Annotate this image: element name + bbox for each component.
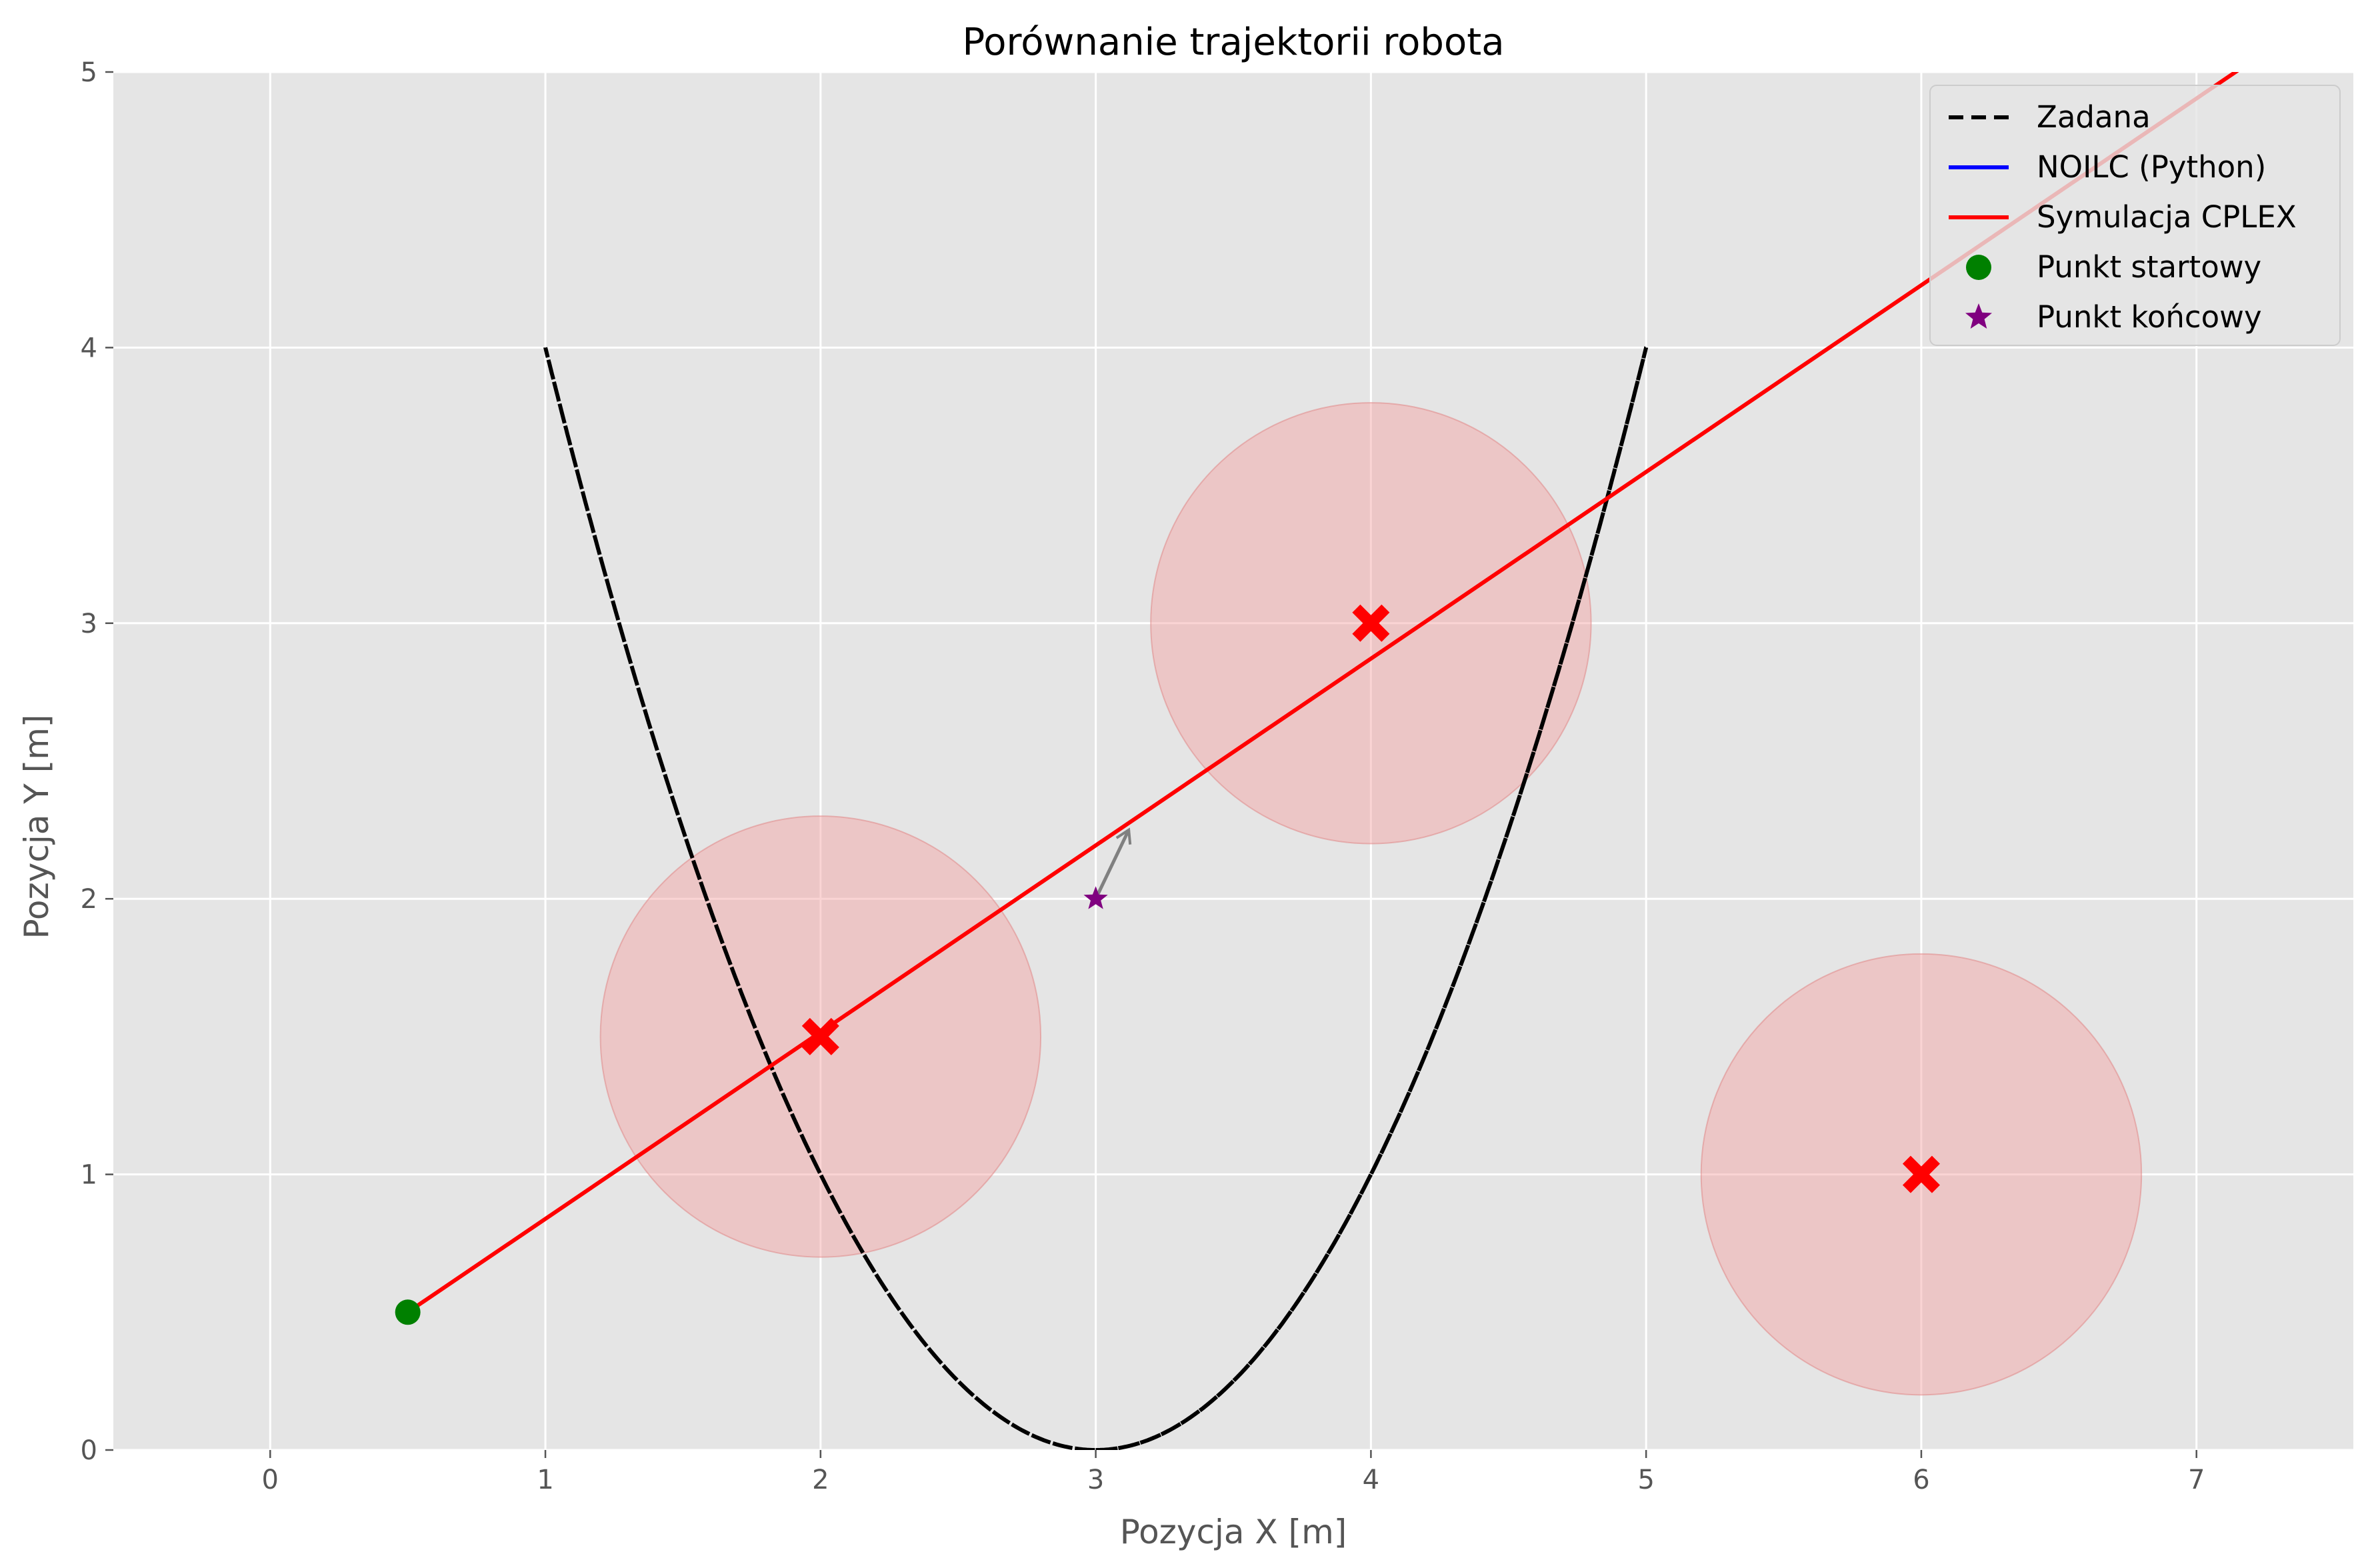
chart-title: Porównanie trajektorii robota (962, 21, 1504, 64)
legend-label: Symulacja CPLEX (2037, 199, 2297, 235)
markers (395, 604, 1940, 1325)
x-axis-label: Pozycja X [m] (1120, 1513, 1347, 1551)
obstacle-center-marker (1352, 604, 1390, 642)
x-tick-label: 3 (1087, 1465, 1104, 1495)
start-point-marker (395, 1299, 421, 1325)
y-tick-label: 1 (81, 1160, 97, 1191)
y-axis-label: Pozycja Y [m] (17, 715, 56, 939)
y-tick-label: 2 (81, 884, 97, 915)
x-tick-label: 2 (812, 1465, 829, 1495)
x-tick-label: 6 (1913, 1465, 1929, 1495)
legend-label: Zadana (2037, 99, 2151, 135)
end-point-marker (1083, 886, 1108, 909)
tick-labels: 0 1 2 3 4 5 6 7 0 1 2 3 4 5 (81, 57, 2205, 1495)
obstacle-center-marker (1902, 1155, 1940, 1193)
legend-label: Punkt końcowy (2037, 299, 2262, 335)
obstacle-center-marker (801, 1017, 839, 1055)
y-tick-label: 4 (81, 333, 97, 363)
legend-box (1929, 85, 2341, 346)
series-line-zadana (543, 346, 1649, 1450)
x-tick-label: 0 (262, 1465, 279, 1495)
x-tick-label: 7 (2188, 1465, 2205, 1495)
legend-swatch-circle (1966, 255, 1991, 280)
legend: Zadana NOILC (Python) Symulacja CPLEX Punkt… (1929, 85, 2341, 346)
legend-swatch-star (1965, 303, 1992, 329)
legend-label: NOILC (Python) (2037, 149, 2266, 185)
y-tick-label: 3 (81, 609, 97, 639)
x-tick-label: 1 (537, 1465, 553, 1495)
heading-arrow (1094, 829, 1131, 900)
legend-label: Punkt startowy (2037, 249, 2261, 285)
y-tick-label: 0 (81, 1435, 97, 1466)
x-tick-label: 4 (1363, 1465, 1379, 1495)
x-tick-label: 5 (1637, 1465, 1654, 1495)
heading-arrow-head (1115, 827, 1132, 845)
y-tick-label: 5 (81, 57, 97, 88)
